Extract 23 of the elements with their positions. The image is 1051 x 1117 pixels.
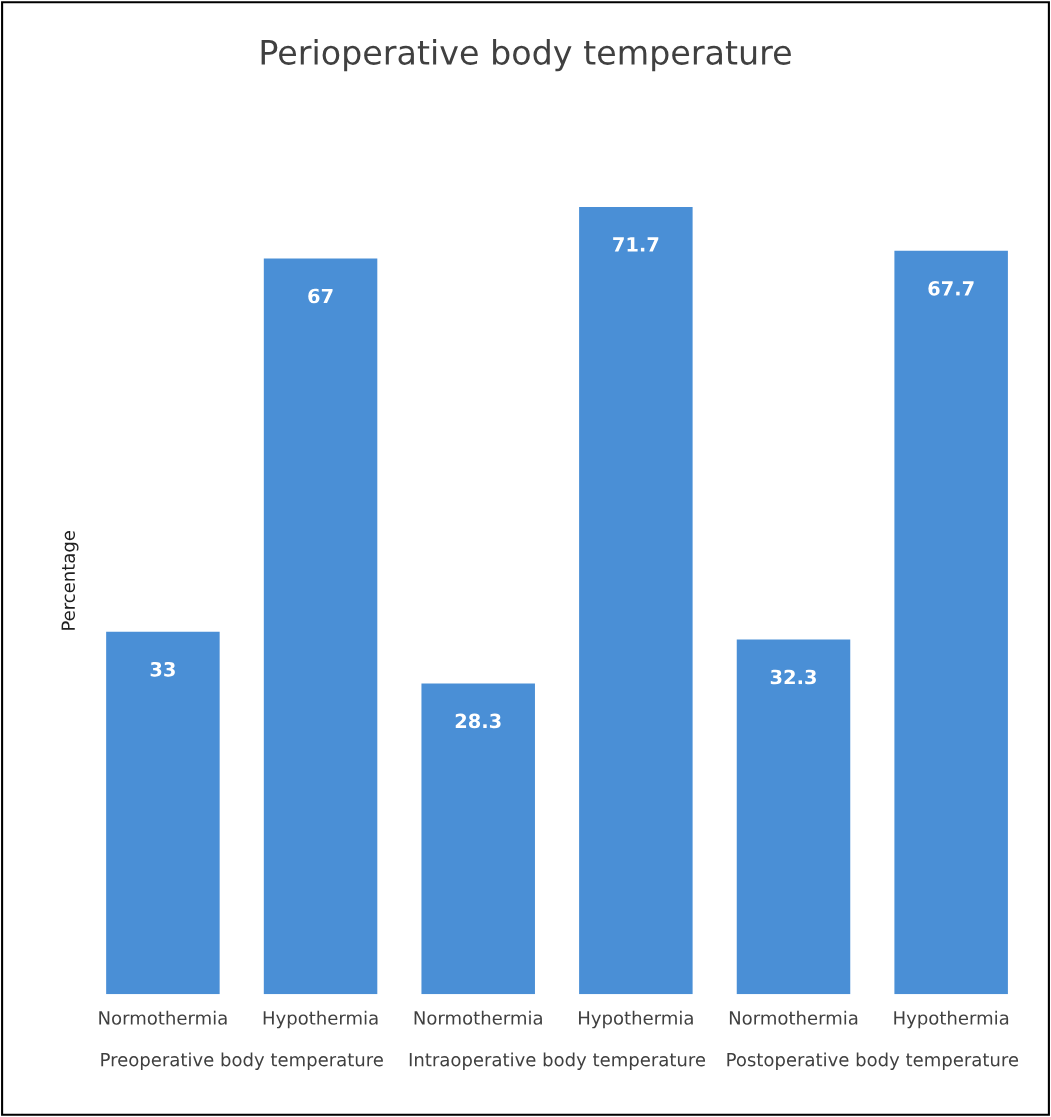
text: Postoperative body temperature: [727, 1052, 1019, 1070]
x-tick-label: Hypothermia: [263, 1010, 378, 1029]
bar: [579, 206, 693, 995]
bar: [421, 683, 535, 995]
bar: [736, 639, 851, 995]
bar: [106, 631, 220, 995]
data-label: 32.3: [770, 669, 816, 685]
text: Intraoperative body temperature: [409, 1052, 706, 1070]
bar: [263, 258, 378, 995]
chart-title: Perioperative body temperature: [261, 39, 791, 72]
data-label: 67: [308, 288, 333, 304]
data-label: 71.7: [613, 237, 659, 252]
x-tick-label: Normothermia: [729, 1010, 858, 1025]
bar: [894, 250, 1008, 995]
data-label: 28.3: [455, 713, 501, 729]
x-tick-label: Normothermia: [99, 1010, 227, 1025]
data-label: 33: [150, 661, 175, 677]
y-axis-title: Percentage: [61, 531, 79, 630]
text: Preoperative body temperature: [101, 1052, 383, 1070]
x-tick-label: Hypothermia: [579, 1010, 693, 1029]
x-tick-label: Normothermia: [414, 1010, 542, 1025]
data-label: 67.7: [928, 280, 974, 296]
x-tick-label: Hypothermia: [894, 1010, 1009, 1029]
